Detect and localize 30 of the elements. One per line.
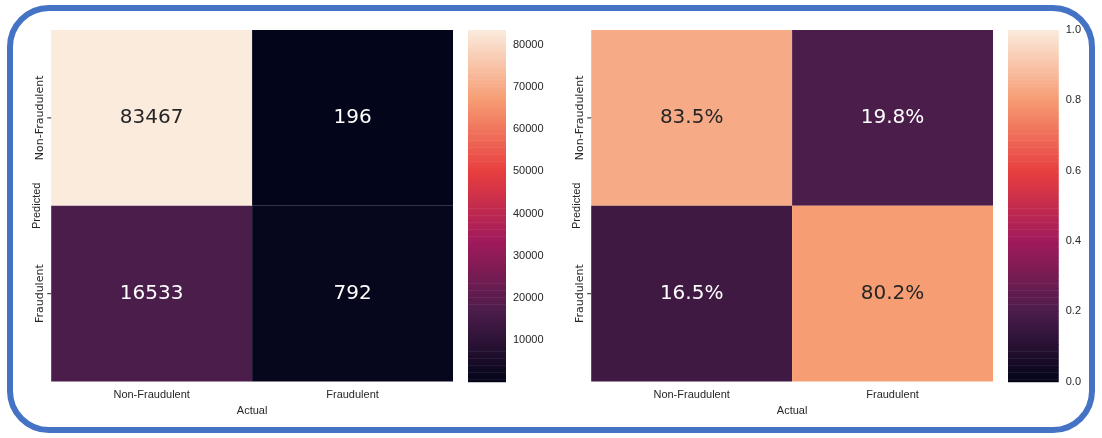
data-label: 80.2% [860, 279, 925, 304]
color-bar-label: 50000 [513, 164, 544, 177]
color-bar-label: 80000 [513, 37, 544, 50]
x-axis-title: Actual [236, 404, 268, 417]
data-label: 16.5% [659, 279, 724, 304]
data-label: 19.8% [860, 104, 925, 129]
y-axis-title: Predicted [569, 182, 582, 230]
data-label: 83.5% [659, 104, 724, 129]
color-bar-label: 0.2 [1065, 304, 1082, 317]
x-axis-title: Actual [776, 404, 808, 417]
color-bar-label: 0.4 [1065, 233, 1082, 246]
color-bar-label: 20000 [513, 291, 544, 304]
color-bar-label: 60000 [513, 122, 544, 135]
color-bar-label: 0.8 [1065, 93, 1082, 106]
x-tick-label: Fraudulent [866, 388, 919, 401]
y-axis-title: Predicted [29, 182, 42, 230]
color-bar-label: 70000 [513, 79, 544, 92]
data-label: 16533 [119, 279, 184, 304]
data-label: 792 [333, 279, 372, 304]
color-bar-label: 40000 [513, 206, 544, 219]
color-bar-label: 0.0 [1065, 374, 1082, 387]
color-bar-label: 10000 [513, 333, 544, 346]
data-label: 83467 [119, 104, 184, 129]
color-bar-label: 1.0 [1065, 23, 1082, 36]
x-tick-label: Fraudulent [326, 388, 379, 401]
color-bar-label: 0.6 [1065, 163, 1082, 176]
x-tick-label: Non-Fraudulent [113, 388, 190, 401]
color-bar-label: 30000 [513, 248, 544, 261]
x-tick-label: Non-Fraudulent [653, 388, 730, 401]
data-label: 196 [333, 104, 372, 129]
